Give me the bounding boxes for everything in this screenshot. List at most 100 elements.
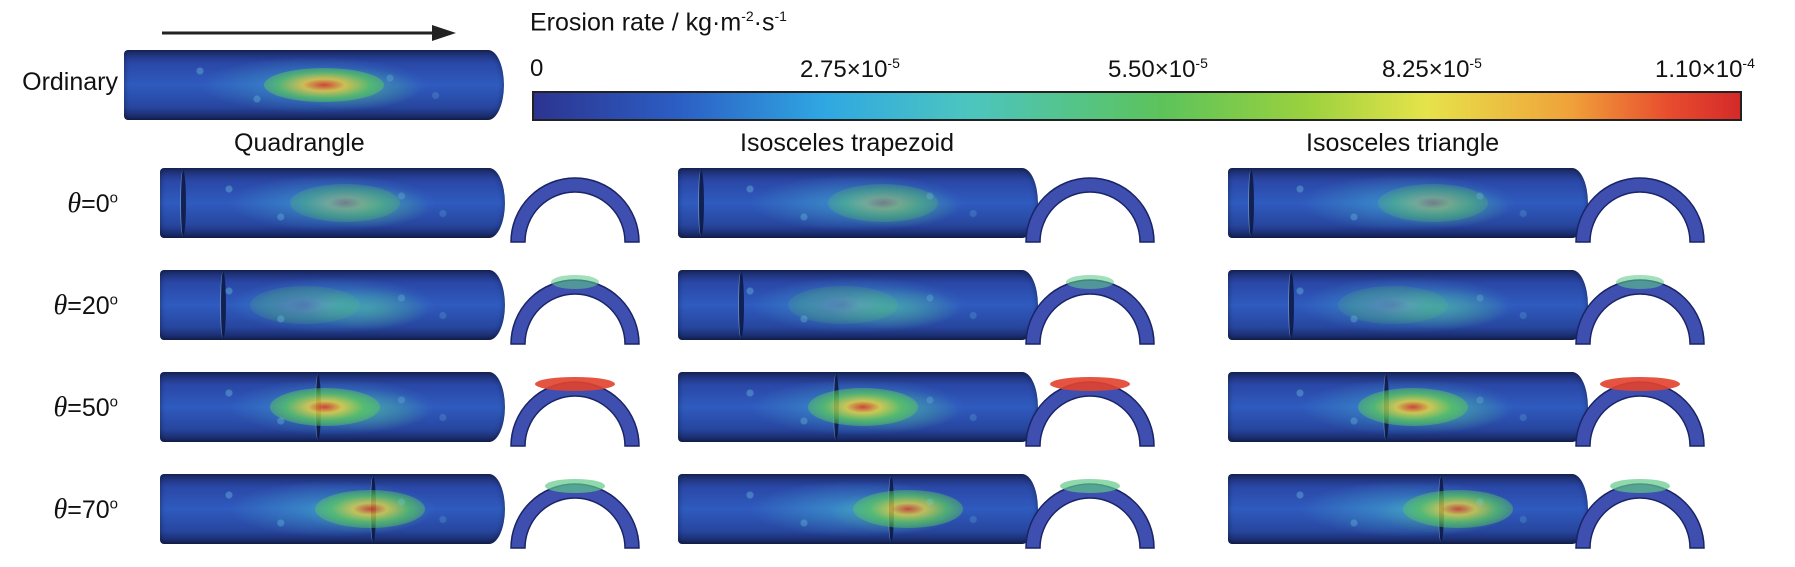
tick-base: 8.25×10 (1382, 56, 1470, 83)
erosion-hotspot (1338, 286, 1448, 324)
erosion-hotspot (264, 68, 384, 102)
theta-symbol: θ (53, 494, 68, 525)
cross-section-ring (1025, 279, 1155, 345)
colorbar-tick-3: 8.25×10-5 (1382, 55, 1482, 84)
cross-section-isosceles-triangle-row-3 (1575, 479, 1705, 549)
cavity-seam (1288, 272, 1294, 338)
cross-section-hotspot (1610, 479, 1670, 493)
cavity-seam (1248, 170, 1254, 236)
tick-base: 1.10×10 (1655, 56, 1743, 83)
angle-value: =0 (81, 190, 110, 218)
cavity-seam (1438, 476, 1444, 542)
tick-exp: -5 (1469, 55, 1482, 71)
pipe-isosceles-trapezoid-row-0 (678, 168, 1038, 238)
pipe-isosceles-triangle-row-2 (1228, 372, 1588, 442)
cross-section-hotspot (1050, 377, 1130, 391)
cross-section-ring (1575, 279, 1705, 345)
cross-section-hotspot (1066, 275, 1114, 289)
tick-base: 2.75×10 (800, 56, 888, 83)
cross-section-ring (1025, 483, 1155, 549)
tick-base: 0 (530, 55, 544, 82)
pipe-ordinary (124, 50, 504, 120)
cross-section-isosceles-trapezoid-row-0 (1025, 177, 1155, 243)
pipe-quadrangle-row-2 (160, 372, 505, 442)
angle-value: =50 (67, 394, 110, 422)
cross-section-quadrangle-row-0 (510, 177, 640, 243)
degree-mark: o (109, 495, 118, 513)
cross-section-hotspot (551, 275, 599, 289)
degree-mark: o (109, 189, 118, 207)
colorbar-title-exp2: -1 (774, 8, 787, 24)
erosion-hotspot (808, 388, 918, 426)
cross-section-isosceles-trapezoid-row-2 (1025, 377, 1155, 447)
colorbar-tick-4: 1.10×10-4 (1655, 55, 1755, 84)
cavity-seam (698, 170, 704, 236)
theta-symbol: θ (67, 188, 82, 219)
pipe-quadrangle-row-3 (160, 474, 505, 544)
erosion-hotspot (853, 490, 963, 528)
cavity-seam (738, 272, 744, 338)
erosion-hotspot (788, 286, 898, 324)
cross-section-quadrangle-row-3 (510, 479, 640, 549)
column-heading-isosceles-triangle: Isosceles triangle (1306, 129, 1500, 157)
degree-mark: o (109, 291, 118, 309)
cross-section-hotspot (535, 377, 615, 391)
pipe-isosceles-trapezoid-row-3 (678, 474, 1038, 544)
column-heading-isosceles-trapezoid: Isosceles trapezoid (740, 129, 955, 157)
cross-section-isosceles-triangle-row-1 (1575, 275, 1705, 345)
cross-section-ring (1575, 177, 1705, 243)
cross-section-ring (1025, 381, 1155, 447)
theta-symbol: θ (53, 290, 68, 321)
tick-base: 5.50×10 (1108, 56, 1196, 83)
colorbar-tick-1: 2.75×10-5 (800, 55, 900, 84)
tick-exp: -5 (887, 55, 900, 71)
cross-section-ring (510, 177, 640, 243)
colorbar-tick-0: 0 (530, 55, 543, 83)
erosion-hotspot (1378, 184, 1488, 222)
erosion-hotspot (290, 184, 400, 222)
pipe-isosceles-triangle-row-3 (1228, 474, 1588, 544)
pipe-quadrangle-row-0 (160, 168, 505, 238)
tick-exp: -4 (1742, 55, 1755, 71)
erosion-hotspot (1403, 490, 1513, 528)
row-label-theta-70: θ=70o (0, 494, 118, 526)
row-label-theta-0: θ=0o (0, 188, 118, 220)
cross-section-hotspot (1060, 479, 1120, 493)
colorbar-title-text: Erosion rate / kg·m (530, 8, 742, 37)
row-label-ordinary: Ordinary (22, 68, 118, 96)
erosion-hotspot (270, 388, 380, 426)
colorbar-tick-2: 5.50×10-5 (1108, 55, 1208, 84)
erosion-hotspot (1358, 388, 1468, 426)
colorbar-title-mid: ·s (753, 8, 775, 37)
cavity-seam (833, 374, 839, 440)
flow-direction-arrow-icon (162, 25, 456, 41)
cross-section-isosceles-triangle-row-2 (1575, 377, 1705, 447)
erosion-hotspot (315, 490, 425, 528)
colorbar-title: Erosion rate / kg·m-2·s-1 (530, 8, 787, 37)
cross-section-quadrangle-row-2 (510, 377, 640, 447)
cross-section-ring (1575, 483, 1705, 549)
tick-exp: -5 (1195, 55, 1208, 71)
row-label-theta-50: θ=50o (0, 392, 118, 424)
erosion-hotspot (250, 286, 360, 324)
cross-section-hotspot (545, 479, 605, 493)
cross-section-hotspot (1616, 275, 1664, 289)
colorbar (532, 91, 1742, 121)
pipe-isosceles-triangle-row-0 (1228, 168, 1588, 238)
cross-section-isosceles-trapezoid-row-1 (1025, 275, 1155, 345)
pipe-isosceles-trapezoid-row-1 (678, 270, 1038, 340)
cross-section-hotspot (1600, 377, 1680, 391)
colorbar-title-exp1: -2 (741, 8, 754, 24)
cavity-seam (370, 476, 376, 542)
column-heading-quadrangle: Quadrangle (234, 129, 365, 157)
row-label-theta-20: θ=20o (0, 290, 118, 322)
cavity-seam (1383, 374, 1389, 440)
pipe-isosceles-triangle-row-1 (1228, 270, 1588, 340)
cross-section-isosceles-triangle-row-0 (1575, 177, 1705, 243)
cross-section-ring (1575, 381, 1705, 447)
cross-section-ring (510, 381, 640, 447)
cavity-seam (888, 476, 894, 542)
cross-section-ring (510, 483, 640, 549)
angle-value: =70 (67, 496, 110, 524)
erosion-hotspot (828, 184, 938, 222)
